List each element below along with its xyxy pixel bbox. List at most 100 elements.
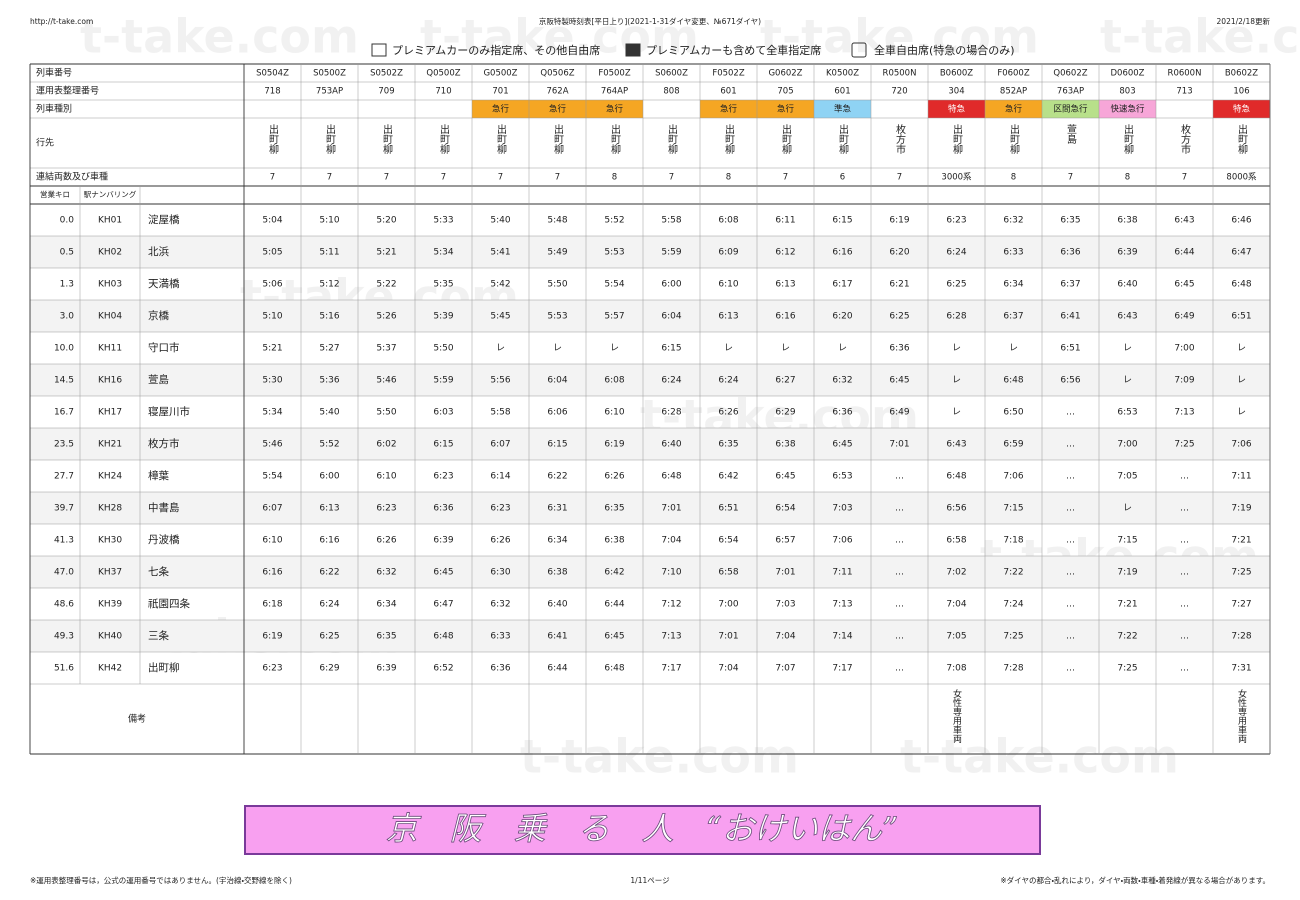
sheet-title: 京阪特製時刻表[平日上り](2021-1-31ダイヤ変更、№671ダイヤ) — [539, 16, 761, 26]
destination: 出町柳 — [1122, 124, 1134, 155]
departure-time: 6:32 — [832, 376, 852, 386]
departure-time: 6:53 — [1117, 408, 1137, 418]
departure-time: 7:19 — [1117, 568, 1137, 578]
departure-time: 6:26 — [490, 536, 510, 546]
station-name: 三条 — [148, 629, 169, 642]
departure-time: 6:35 — [1060, 216, 1080, 226]
station-name: 枚方市 — [148, 437, 180, 450]
departure-time: 5:57 — [604, 312, 624, 322]
destination: 出町柳 — [780, 124, 792, 155]
departure-time: レ — [496, 344, 505, 354]
departure-time: 6:08 — [718, 216, 738, 226]
station-km: 10.0 — [54, 344, 74, 354]
departure-time: … — [1066, 504, 1075, 514]
updated-date: 2021/2/18更新 — [1217, 17, 1271, 26]
train-type: 急行 — [777, 104, 795, 115]
departure-time: 6:26 — [604, 472, 624, 482]
departure-time: 7:15 — [1117, 536, 1137, 546]
departure-time: 6:10 — [718, 280, 738, 290]
station-code: KH21 — [98, 440, 122, 450]
departure-time: 6:04 — [547, 376, 567, 386]
departure-time: 6:15 — [661, 344, 681, 354]
departure-time: 7:00 — [1174, 344, 1194, 354]
train-type-cell — [472, 100, 529, 118]
departure-time: 6:48 — [433, 632, 453, 642]
departure-time: 7:09 — [1174, 376, 1194, 386]
departure-time: … — [895, 600, 904, 610]
station-name: 丹波橋 — [148, 533, 180, 546]
departure-time: 7:00 — [718, 600, 738, 610]
departure-time: 7:03 — [832, 504, 852, 514]
departure-time: 5:52 — [319, 440, 339, 450]
departure-time: 6:11 — [775, 216, 795, 226]
departure-time: 6:13 — [718, 312, 738, 322]
departure-time: 6:34 — [547, 536, 567, 546]
departure-time: 6:03 — [433, 408, 453, 418]
row-shade — [30, 620, 1270, 652]
departure-time: 7:31 — [1231, 664, 1251, 674]
departure-time: 7:14 — [832, 632, 852, 642]
departure-time: 6:38 — [775, 440, 795, 450]
departure-time: 6:45 — [1174, 280, 1194, 290]
car-count: 7 — [1068, 173, 1073, 183]
car-count: 7 — [669, 173, 674, 183]
train-type: 特急 — [948, 104, 966, 115]
departure-time: 6:24 — [946, 248, 966, 258]
departure-time: … — [1180, 600, 1189, 610]
departure-time: … — [1066, 664, 1075, 674]
departure-time: レ — [1009, 344, 1018, 354]
destination: 萱島 — [1065, 124, 1077, 145]
station-km: 14.5 — [54, 376, 74, 386]
departure-time: 7:25 — [1174, 440, 1194, 450]
departure-time: 7:01 — [775, 568, 795, 578]
departure-time: 5:10 — [262, 312, 282, 322]
row-shade — [30, 556, 1270, 588]
car-count: 7 — [555, 173, 560, 183]
departure-time: 7:21 — [1117, 600, 1137, 610]
departure-time: 5:20 — [376, 216, 396, 226]
departure-time: 7:15 — [1003, 504, 1023, 514]
departure-time: 6:44 — [547, 664, 567, 674]
departure-time: レ — [1123, 376, 1132, 386]
departure-time: 6:51 — [718, 504, 738, 514]
train-number: S0500Z — [313, 69, 346, 79]
legend-entry: 全車自由席(特急の場合のみ) — [874, 43, 1015, 57]
departure-time: … — [1066, 536, 1075, 546]
departure-time: 6:32 — [1003, 216, 1023, 226]
departure-time: 6:13 — [319, 504, 339, 514]
departure-time: 5:35 — [433, 280, 453, 290]
destination: 出町柳 — [837, 124, 849, 155]
station-code: KH30 — [98, 536, 122, 546]
departure-time: レ — [1123, 344, 1132, 354]
departure-time: 6:34 — [376, 600, 396, 610]
departure-time: 6:38 — [547, 568, 567, 578]
run-number: 106 — [1233, 87, 1249, 97]
legend-icon — [625, 43, 641, 57]
departure-time: 6:09 — [718, 248, 738, 258]
departure-time: 5:05 — [262, 248, 282, 258]
departure-time: 6:35 — [718, 440, 738, 450]
departure-time: 5:11 — [319, 248, 339, 258]
departure-time: レ — [1123, 504, 1132, 514]
departure-time: 6:45 — [832, 440, 852, 450]
departure-time: 5:16 — [319, 312, 339, 322]
departure-time: 7:13 — [832, 600, 852, 610]
departure-time: 6:29 — [319, 664, 339, 674]
train-number: K0500Z — [826, 69, 859, 79]
departure-time: … — [1066, 600, 1075, 610]
departure-time: 6:56 — [1060, 376, 1080, 386]
departure-time: 7:17 — [661, 664, 681, 674]
departure-time: … — [895, 568, 904, 578]
train-number: Q0500Z — [426, 69, 460, 79]
departure-time: 5:53 — [604, 248, 624, 258]
destination: 出町柳 — [381, 124, 393, 155]
departure-time: … — [895, 664, 904, 674]
departure-time: 5:27 — [319, 344, 339, 354]
destination: 出町柳 — [324, 124, 336, 155]
departure-time: 5:04 — [262, 216, 282, 226]
departure-time: 6:34 — [1003, 280, 1023, 290]
departure-time: 6:15 — [433, 440, 453, 450]
departure-time: 6:20 — [889, 248, 909, 258]
watermark: t-take.com — [900, 730, 1179, 784]
car-count: 6 — [840, 173, 845, 183]
